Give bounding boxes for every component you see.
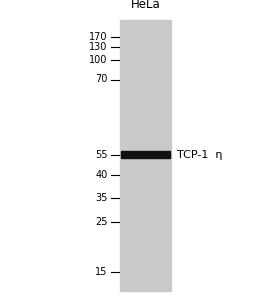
Text: 170: 170: [89, 32, 108, 42]
Text: 55: 55: [95, 149, 108, 160]
Text: 130: 130: [89, 41, 108, 52]
Text: 35: 35: [95, 193, 108, 203]
Text: TCP-1  η: TCP-1 η: [177, 149, 222, 160]
Bar: [121, 151, 170, 158]
Text: 40: 40: [95, 169, 108, 180]
Text: 15: 15: [95, 267, 108, 278]
Text: 70: 70: [95, 74, 108, 85]
Bar: [120, 20, 171, 291]
Text: 25: 25: [95, 217, 108, 227]
Text: 100: 100: [89, 55, 108, 65]
Text: HeLa: HeLa: [131, 0, 160, 11]
